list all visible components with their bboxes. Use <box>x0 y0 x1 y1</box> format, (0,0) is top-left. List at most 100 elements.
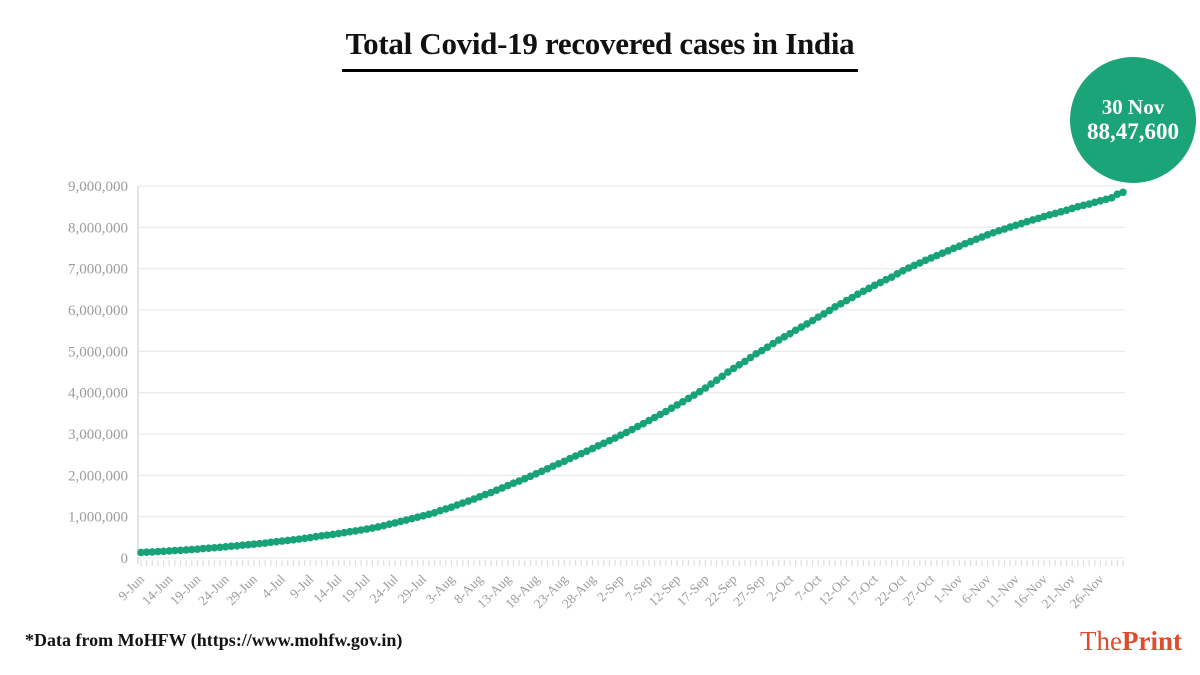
data-point <box>566 454 574 463</box>
data-point <box>865 284 873 293</box>
data-point <box>187 545 196 554</box>
data-point <box>673 401 681 409</box>
gridlines <box>138 185 1125 559</box>
data-point <box>859 287 868 296</box>
y-axis-tick-label: 1,000,000 <box>68 510 128 526</box>
data-point <box>729 364 738 373</box>
data-point <box>216 543 224 552</box>
data-point <box>662 407 670 416</box>
data-point <box>887 273 896 281</box>
data-point <box>763 343 772 351</box>
data-point <box>176 546 185 555</box>
covid-recovered-chart: 0 1,000,000 2,000,000 3,000,000 4,000,000 5,0… <box>68 179 1127 611</box>
data-point <box>334 529 343 538</box>
x-axis-tick-label: 29-Jul <box>395 571 430 606</box>
data-point <box>289 536 298 544</box>
data-point <box>199 544 207 553</box>
x-axis-tick-label: 24-Jun <box>195 571 232 608</box>
data-point <box>357 526 365 534</box>
data-point <box>210 543 219 552</box>
theprint-logo: ThePrint <box>1080 628 1182 655</box>
x-axis-tick-label: 3-Aug <box>423 571 458 606</box>
logo-print: Print <box>1122 626 1182 656</box>
data-point <box>893 270 902 278</box>
data-point <box>1079 201 1088 210</box>
data-point <box>724 368 732 376</box>
data-point <box>317 532 326 540</box>
data-point <box>633 422 642 431</box>
data-point <box>272 537 281 546</box>
data-point <box>295 535 303 543</box>
x-axis-tick-label: 14-Jul <box>310 571 345 606</box>
y-axis-labels: 0 1,000,000 2,000,000 3,000,000 4,000,000 5,0… <box>68 179 128 567</box>
data-point <box>735 360 744 369</box>
badge-date: 30 Nov <box>1101 94 1165 119</box>
data-point <box>154 547 162 556</box>
x-axis-tick-label: 14-Jun <box>139 571 176 608</box>
data-point <box>741 357 749 366</box>
data-point <box>758 346 766 355</box>
data-point <box>221 542 230 551</box>
y-axis-tick-label: 6,000,000 <box>68 303 128 319</box>
data-point <box>876 278 885 287</box>
y-axis-tick-label: 4,000,000 <box>68 386 128 402</box>
data-point <box>346 527 354 536</box>
data-point <box>238 541 247 549</box>
data-point <box>329 530 337 539</box>
data-point <box>560 457 569 466</box>
x-axis-tick-label: 2-Oct <box>764 571 797 604</box>
page-title: Total Covid-19 recovered cases in India <box>341 26 859 72</box>
data-point <box>803 320 811 328</box>
x-axis-tick-label: 12-Oct <box>815 571 852 608</box>
data-point <box>537 467 546 476</box>
x-axis-day-ticks <box>140 560 1124 566</box>
title-bar: Total Covid-19 recovered cases in India <box>0 26 1200 72</box>
data-point <box>233 541 241 550</box>
data-point <box>916 259 924 267</box>
data-point <box>227 542 236 550</box>
data-point <box>148 548 157 556</box>
y-axis-tick-label: 7,000,000 <box>68 262 128 278</box>
data-point <box>312 532 320 541</box>
data-point <box>853 290 862 298</box>
data-point <box>808 316 817 325</box>
data-point <box>588 444 597 453</box>
data-point <box>774 336 783 344</box>
data-point <box>814 313 823 321</box>
data-point <box>820 310 828 318</box>
data-point <box>786 329 794 338</box>
x-axis-tick-label: 27-Sep <box>730 571 768 609</box>
data-point <box>323 531 332 539</box>
data-point <box>752 349 760 358</box>
data-point <box>193 545 202 553</box>
data-point <box>650 413 659 422</box>
x-axis-tick-label: 4-Jul <box>259 571 289 601</box>
badge-value: 88,47,600 <box>1087 118 1179 144</box>
data-point <box>628 425 636 434</box>
x-axis-tick-label: 22-Oct <box>872 571 909 608</box>
data-point <box>267 538 275 547</box>
x-axis-tick-label: 29-Jun <box>223 571 260 608</box>
data-point <box>645 416 653 425</box>
data-point <box>746 353 755 362</box>
data-point <box>622 428 631 437</box>
data-point <box>142 548 151 556</box>
data-point <box>848 293 856 302</box>
data-point <box>701 384 710 392</box>
data-point <box>583 447 591 456</box>
data-point <box>137 548 145 557</box>
x-axis-tick-label: 17-Oct <box>844 571 881 608</box>
data-point <box>255 539 264 548</box>
data-point <box>842 296 851 305</box>
x-axis-tick-label: 19-Jun <box>167 571 204 608</box>
data-point <box>769 339 777 348</box>
data-point <box>165 547 174 555</box>
data-point <box>616 431 625 440</box>
y-axis-tick-label: 2,000,000 <box>68 468 128 484</box>
data-series <box>137 188 1127 557</box>
data-point <box>204 544 213 552</box>
x-axis-tick-label: 19-Jul <box>338 571 373 606</box>
x-axis-tick-label: 24-Jul <box>367 571 402 606</box>
data-point <box>718 372 727 381</box>
data-point <box>159 547 168 556</box>
